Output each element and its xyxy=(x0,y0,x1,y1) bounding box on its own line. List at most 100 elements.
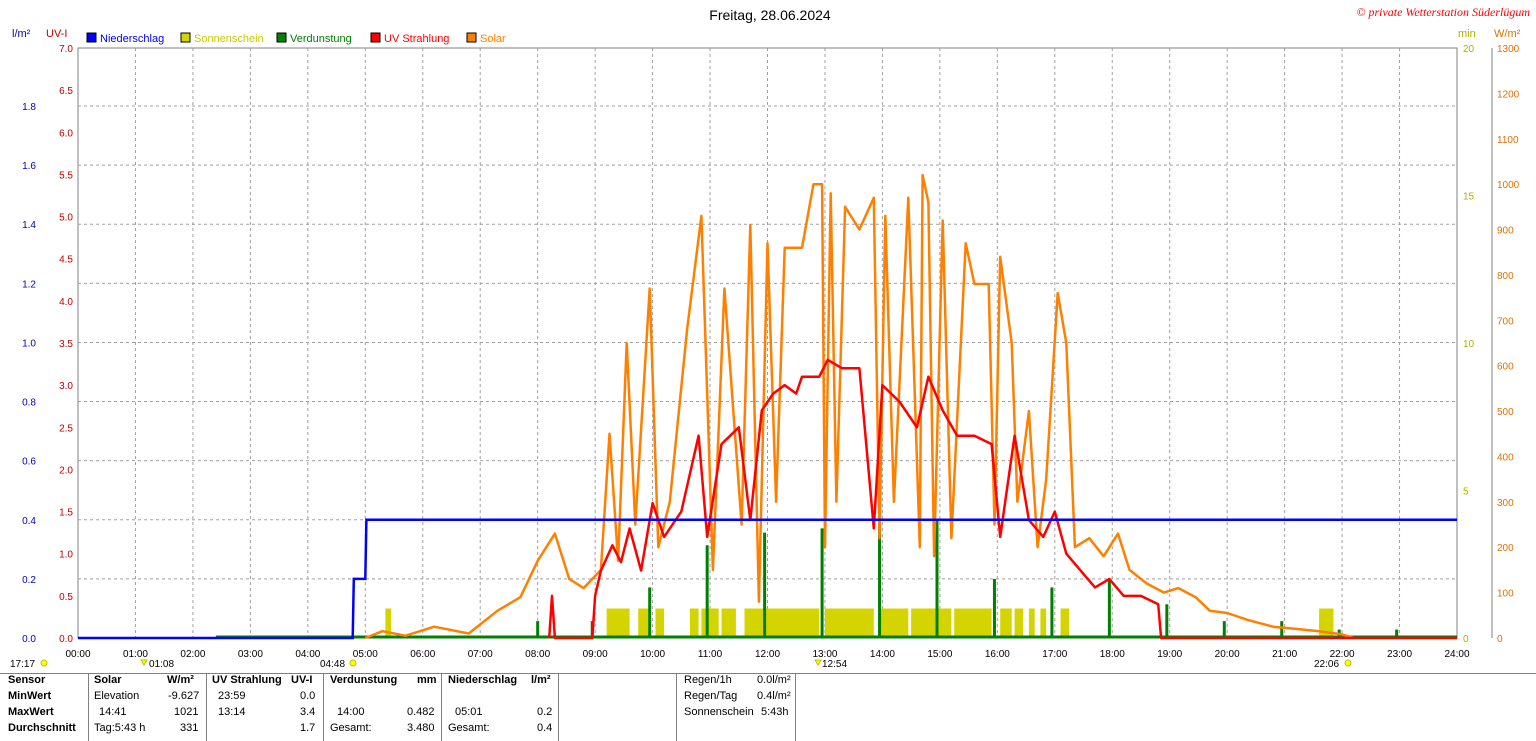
stats-header-sensor: Sensor xyxy=(8,674,46,686)
legend-swatch xyxy=(466,32,477,43)
right2-tick-label: 600 xyxy=(1497,362,1514,373)
x-tick-label: 05:00 xyxy=(353,649,378,660)
right2-tick-label: 800 xyxy=(1497,271,1514,282)
x-tick-label: 14:00 xyxy=(870,649,895,660)
sonnenschein-bar xyxy=(689,608,699,638)
sonnenschein-bar xyxy=(824,608,874,638)
stats-divider xyxy=(323,673,324,741)
stats-row-min-label: MinWert xyxy=(8,690,52,702)
stats-header-uv-unit: UV-I xyxy=(291,674,313,686)
left2-unit: UV-I xyxy=(46,28,67,40)
x-tick-label: 03:00 xyxy=(238,649,263,660)
left1-tick-label: 1.0 xyxy=(22,338,36,349)
left1-tick-label: 0.6 xyxy=(22,457,36,468)
right2-tick-label: 400 xyxy=(1497,452,1514,463)
sonnenschein-bar xyxy=(911,608,952,638)
left2-tick-label: 5.5 xyxy=(59,170,73,181)
right2-tick-label: 300 xyxy=(1497,498,1514,509)
x-tick-label: 10:00 xyxy=(640,649,665,660)
x-tick-label: 02:00 xyxy=(180,649,205,660)
right2-tick-label: 200 xyxy=(1497,543,1514,554)
solar-max-a: 14:41 xyxy=(99,706,127,718)
legend-label: Verdunstung xyxy=(290,33,352,45)
left2-tick-label: 2.5 xyxy=(59,423,73,434)
stats-header-uv: UV Strahlung xyxy=(212,674,282,686)
x-tick-label: 16:00 xyxy=(985,649,1010,660)
uv-max-a: 13:14 xyxy=(218,706,246,718)
verd-max-a: 14:00 xyxy=(337,706,365,718)
sonnenschein-bar xyxy=(638,608,650,638)
right2-tick-label: 700 xyxy=(1497,316,1514,327)
stats-row-max-label: MaxWert xyxy=(8,706,54,718)
right1-tick-label: 0 xyxy=(1463,634,1469,645)
sonnenschein-label: Sonnenschein xyxy=(684,706,754,718)
nied-avg-a: Gesamt: xyxy=(448,722,490,734)
stats-header-nied: Niederschlag xyxy=(448,674,518,686)
right1-tick-label: 5 xyxy=(1463,487,1469,498)
chart-title: Freitag, 28.06.2024 xyxy=(709,7,831,23)
x-tick-label: 20:00 xyxy=(1215,649,1240,660)
right2-tick-label: 1000 xyxy=(1497,180,1520,191)
left2-tick-label: 6.0 xyxy=(59,128,73,139)
right2-tick-label: 1300 xyxy=(1497,44,1520,55)
right2-tick-label: 1100 xyxy=(1497,135,1519,146)
x-tick-label: 11:00 xyxy=(698,649,723,660)
niederschlag-line xyxy=(78,518,1457,640)
sun-icon xyxy=(40,659,48,667)
stats-header-solar-unit: W/m² xyxy=(167,674,194,686)
left1-tick-label: 0.8 xyxy=(22,398,36,409)
sonnenschein-bar xyxy=(721,608,736,638)
legend-label: Sonnenschein xyxy=(194,33,264,45)
series-lines xyxy=(78,173,1457,640)
sonnenschein-bar xyxy=(744,608,820,638)
legend-label: Solar xyxy=(480,33,506,45)
uv-min-a: 23:59 xyxy=(218,690,246,702)
stats-row-avg-label: Durchschnitt xyxy=(8,722,76,734)
right2-tick-label: 0 xyxy=(1497,634,1503,645)
x-tick-label: 19:00 xyxy=(1157,649,1182,660)
legend-swatch xyxy=(86,32,97,43)
left2-tick-label: 3.5 xyxy=(59,339,73,350)
solar-min-a: Elevation xyxy=(94,690,140,702)
axis-labels: 0.0 0.2 0.4 0.6 0.8 1.0 1.2 1.4 1.6 1.8 0.0 0.5 1.0 1… xyxy=(22,44,1520,660)
marker-moonset: 01:08 xyxy=(149,659,174,670)
left1-tick-label: 0.0 xyxy=(22,634,36,645)
noon-icon xyxy=(814,659,822,666)
sonnenschein-bar xyxy=(606,608,630,638)
stats-header-solar: Solar xyxy=(94,674,122,686)
x-tick-label: 23:00 xyxy=(1387,649,1412,660)
x-tick-label: 21:00 xyxy=(1272,649,1297,660)
left2-tick-label: 2.0 xyxy=(59,465,73,476)
x-tick-label: 09:00 xyxy=(583,649,608,660)
x-tick-label: 08:00 xyxy=(525,649,550,660)
sun-markers: 17:17 01:08 04:48 12:54 22:06 xyxy=(10,659,1352,670)
sonnenschein-bar xyxy=(1040,608,1047,638)
stats-header-verd-unit: mm xyxy=(417,674,437,686)
uv-avg-b: 1.7 xyxy=(300,722,316,734)
right2-tick-label: 100 xyxy=(1497,589,1514,600)
sonnenschein-bar xyxy=(1000,608,1012,638)
right2-tick-label: 500 xyxy=(1497,407,1514,418)
legend-label: Niederschlag xyxy=(100,33,164,45)
left1-tick-label: 1.8 xyxy=(22,102,36,113)
stats-divider xyxy=(795,673,796,741)
left2-tick-label: 0.0 xyxy=(59,634,73,645)
sonnenschein-value: 5:43h xyxy=(761,706,789,718)
left1-tick-label: 0.2 xyxy=(22,575,36,586)
copyright-label: © private Wetterstation Süderlügum xyxy=(1356,5,1530,19)
left2-tick-label: 1.0 xyxy=(59,550,73,561)
left2-tick-label: 4.5 xyxy=(59,255,73,266)
sonnenschein-bar xyxy=(1060,608,1070,638)
right1-tick-label: 20 xyxy=(1463,44,1475,55)
legend: Niederschlag Sonnenschein Verdunstung UV St… xyxy=(86,32,506,45)
x-tick-label: 15:00 xyxy=(927,649,952,660)
left1-tick-label: 0.4 xyxy=(22,516,36,527)
verd-max-b: 0.482 xyxy=(407,706,435,718)
legend-swatch xyxy=(276,32,287,43)
x-tick-label: 00:00 xyxy=(65,649,90,660)
sonnenschein-bar xyxy=(701,608,719,638)
uv-line xyxy=(547,358,1457,640)
legend-label: UV Strahlung xyxy=(384,33,449,45)
left2-tick-label: 0.5 xyxy=(59,592,73,603)
left2-tick-label: 3.0 xyxy=(59,381,73,392)
